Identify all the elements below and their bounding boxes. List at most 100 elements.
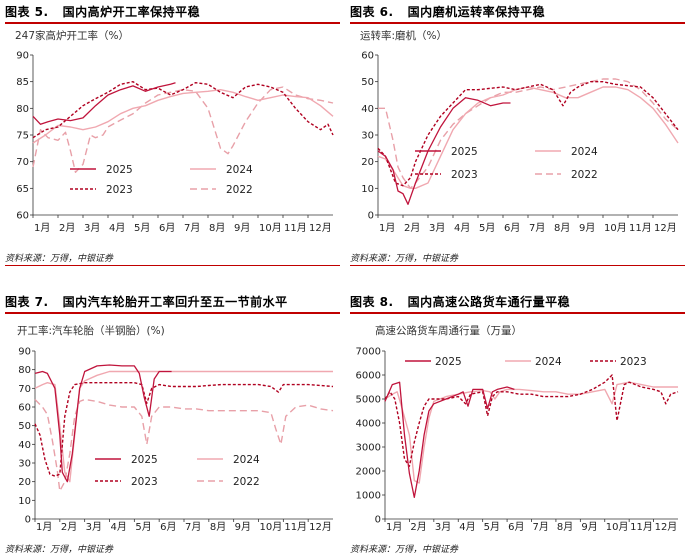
x-tick-label: 12月	[655, 521, 678, 533]
x-tick-label: 3月	[429, 222, 445, 234]
figure-5-panel: 图表 5. 国内高炉开工率保持平稳 247家高炉开工率（%） 60 65 70 75 80…	[5, 0, 340, 275]
figure-title: 图表 6. 国内磨机运转率保持平稳	[350, 3, 545, 20]
figure-8-panel: 图表 8. 国内高速公路货车通行量平稳 高速公路货车周通行量（万量） 0 1000 2…	[350, 290, 685, 558]
x-tick-label: 9月	[235, 521, 251, 533]
unit-label: 运转率:磨机（%）	[360, 29, 447, 42]
y-tick-label: 2000	[356, 467, 381, 478]
x-tick-label: 5月	[484, 521, 500, 533]
x-tick-label: 3月	[84, 222, 100, 234]
figure-title: 图表 5. 国内高炉开工率保持平稳	[5, 3, 200, 20]
title-rule	[5, 312, 340, 314]
title-rule	[350, 312, 685, 314]
x-tick-label: 2月	[404, 222, 420, 234]
y-tick-label: 80	[18, 365, 31, 376]
y-tick-label: 50	[361, 77, 374, 88]
y-tick-label: 4000	[356, 419, 381, 430]
legend-label-2023: 2023	[620, 356, 647, 368]
y-tick-label: 7000	[356, 347, 381, 358]
source-note: 资料来源：万得，中银证券	[5, 254, 114, 264]
series-line-2025	[384, 381, 515, 499]
chart-svg: 运转率:磨机（%） 0 10 20 30 40 50 60 1月 2月 3月 4月 5月 6月 7月 8月 9月…	[360, 29, 679, 234]
series-line-2024	[384, 381, 678, 484]
x-tick-label: 4月	[459, 521, 475, 533]
x-tick-label: 7月	[185, 521, 201, 533]
x-tick-label: 5月	[135, 521, 151, 533]
x-tick-label: 3月	[435, 521, 451, 533]
x-tick-label: 8月	[557, 521, 573, 533]
series-line-2023	[384, 374, 679, 467]
figure-title: 图表 7. 国内汽车轮胎开工率回升至五一节前水平	[5, 293, 288, 310]
x-tick-label: 7月	[184, 222, 200, 234]
figure-6-panel: 图表 6. 国内磨机运转率保持平稳 运转率:磨机（%） 0 10 20 30 40 50 60…	[350, 0, 685, 275]
x-tick-label: 10月	[259, 222, 282, 234]
x-tick-label: 11月	[630, 521, 653, 533]
series-line-2023	[377, 81, 679, 187]
series-line-2022	[378, 78, 679, 189]
legend-label-2023: 2023	[106, 184, 133, 196]
y-tick-label: 10	[18, 496, 31, 507]
y-tick-label: 40	[361, 104, 374, 115]
y-tick-label: 1000	[356, 491, 381, 502]
y-tick-label: 20	[18, 477, 31, 488]
source-note: 资料来源：万得，中银证券	[5, 545, 114, 555]
x-tick-label: 12月	[309, 521, 332, 533]
x-tick-label: 5月	[134, 222, 150, 234]
legend-label-2022: 2022	[571, 169, 598, 181]
series-line-2025	[34, 364, 172, 483]
y-tick-label: 50	[18, 421, 31, 432]
unit-label: 247家高炉开工率（%）	[15, 29, 129, 42]
x-tick-label: 7月	[529, 222, 545, 234]
series-line-2024	[34, 370, 333, 483]
x-tick-label: 6月	[508, 521, 524, 533]
source-note: 资料来源：万得，中银证券	[350, 254, 459, 264]
x-tick-label: 1月	[36, 521, 52, 533]
legend-label-2023: 2023	[131, 476, 158, 488]
x-tick-label: 6月	[159, 222, 175, 234]
x-tick-label: 1月	[386, 521, 402, 533]
x-tick-label: 10月	[260, 521, 283, 533]
y-tick-label: 75	[16, 131, 29, 142]
x-tick-label: 8月	[210, 521, 226, 533]
y-tick-label: 20	[361, 157, 374, 168]
y-tick-label: 70	[16, 157, 29, 168]
x-tick-label: 4月	[111, 521, 127, 533]
x-tick-label: 11月	[629, 222, 652, 234]
chart-svg: 开工率:汽车轮胎（半钢胎）(%) 0 10 20 30 40 50 60 70 80 90 1月 2月 3…	[17, 324, 334, 533]
y-tick-label: 90	[18, 347, 31, 358]
legend-label-2025: 2025	[451, 146, 478, 158]
y-tick-label: 5000	[356, 395, 381, 406]
x-tick-label: 7月	[533, 521, 549, 533]
figure-label: 图表 8.	[350, 295, 394, 309]
chart-svg: 247家高炉开工率（%） 60 65 70 75 80 85 90 1月 2月 3月 4月 5月 6月 7月…	[15, 29, 334, 234]
y-tick-label: 60	[361, 51, 374, 62]
y-tick-label: 6000	[356, 371, 381, 382]
x-tick-label: 8月	[554, 222, 570, 234]
x-tick-label: 2月	[59, 222, 75, 234]
x-tick-label: 4月	[454, 222, 470, 234]
x-tick-label: 6月	[504, 222, 520, 234]
legend-label-2023: 2023	[451, 169, 478, 181]
figure-heading: 国内磨机运转率保持平稳	[407, 5, 546, 19]
x-tick-label: 11月	[284, 521, 307, 533]
y-tick-label: 90	[16, 51, 29, 62]
legend-label-2024: 2024	[535, 356, 562, 368]
y-tick-label: 80	[16, 104, 29, 115]
y-tick-label: 30	[18, 459, 31, 470]
y-tick-label: 40	[18, 440, 31, 451]
unit-label: 开工率:汽车轮胎（半钢胎）(%)	[17, 324, 165, 337]
figure-label: 图表 7.	[5, 295, 49, 309]
series-line-2023	[32, 81, 334, 139]
bottom-rule	[350, 265, 685, 266]
y-tick-label: 10	[361, 184, 374, 195]
x-tick-label: 5月	[479, 222, 495, 234]
x-tick-label: 9月	[581, 521, 597, 533]
bottom-rule	[5, 265, 340, 266]
legend-label-2022: 2022	[226, 184, 253, 196]
x-tick-label: 9月	[579, 222, 595, 234]
title-rule	[5, 22, 340, 24]
figure-7-panel: 图表 7. 国内汽车轮胎开工率回升至五一节前水平 开工率:汽车轮胎（半钢胎）(%…	[5, 290, 340, 558]
x-tick-label: 6月	[160, 521, 176, 533]
y-tick-label: 70	[18, 384, 31, 395]
series-line-2022	[32, 86, 334, 173]
series-line-2025	[377, 97, 511, 205]
